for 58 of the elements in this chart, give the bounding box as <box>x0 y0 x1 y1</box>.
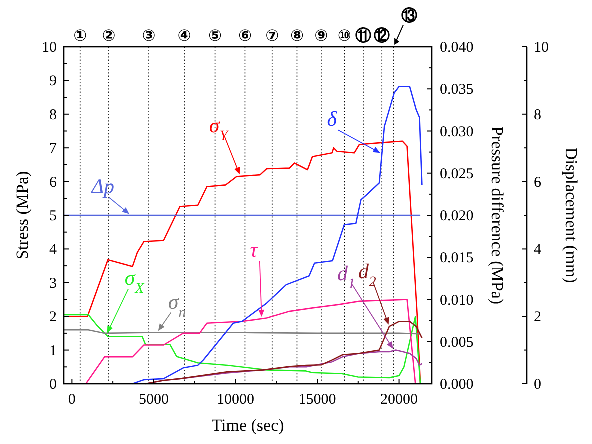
y3-tick-label: 0 <box>534 377 542 393</box>
line-series <box>85 299 416 385</box>
y2-axis-title: Pressure difference (MPa) <box>488 126 507 305</box>
text: δ <box>327 107 338 132</box>
y2-tick-label: 0.010 <box>440 292 474 309</box>
y2-tick-label: 0.025 <box>440 166 474 182</box>
y2-tick-label: 0.020 <box>440 208 474 224</box>
y-tick-label: 8 <box>50 107 57 124</box>
x-tick-label: 20000 <box>380 392 418 408</box>
y3-tick-label: 10 <box>534 40 549 56</box>
ref-line-label: ③ <box>142 26 156 45</box>
ref-line-label: ② <box>102 26 116 45</box>
series-label: d$_{2}$ <box>358 260 378 291</box>
series-label: σ$_{n}$ <box>168 290 186 321</box>
series-label: Δp <box>90 174 114 198</box>
x-tick-label: 5000 <box>138 392 169 408</box>
ref-line-label: ⑦ <box>266 26 280 45</box>
y-tick-label: 7 <box>50 141 58 158</box>
y-tick-label: 6 <box>50 174 58 191</box>
y3-axis-title: Displacement (mm) <box>562 148 581 284</box>
y3-tick-label: 2 <box>534 310 542 326</box>
ref-line-label: ① <box>74 26 88 45</box>
text: τ <box>250 238 260 262</box>
ref-line-label: ④ <box>178 26 192 45</box>
x-tick-label: 10000 <box>216 392 254 408</box>
ref-line-label: ⑨ <box>314 26 328 45</box>
ref-line-label: ⑫ <box>374 26 390 45</box>
text: d$_{1}$ <box>337 262 356 293</box>
y-tick-label: 9 <box>50 74 57 90</box>
y2-tick-label: 0.000 <box>440 377 474 393</box>
y-tick-label: 3 <box>50 276 57 292</box>
ref-line-label: ⑬ <box>402 6 418 25</box>
series-label: σ$_{Y}$ <box>209 113 230 144</box>
y-tick-label: 0 <box>50 377 57 393</box>
ref-line-label: ⑤ <box>208 26 222 45</box>
y3-tick-label: 6 <box>534 174 542 191</box>
x-axis-title: Time (sec) <box>212 416 284 435</box>
x-tick-label: 15000 <box>298 392 336 408</box>
y2-tick-label: 0.035 <box>440 82 474 98</box>
line-series <box>145 321 423 385</box>
y2-tick-label: 0.005 <box>440 334 474 351</box>
y3-tick-label: 4 <box>534 242 542 258</box>
y2-tick-label: 0.015 <box>440 250 474 267</box>
y2-tick-label: 0.030 <box>440 124 474 140</box>
ref-line-label: ⑥ <box>238 26 252 45</box>
y-tick-label: 10 <box>42 40 57 56</box>
y2-tick-label: 0.040 <box>440 40 474 56</box>
y-tick-label: 4 <box>50 242 58 258</box>
series-label: σ$_{X}$ <box>124 266 146 298</box>
y3-tick-label: 8 <box>534 107 542 124</box>
ref-line-label: ⑧ <box>290 26 304 45</box>
y-tick-label: 5 <box>50 208 57 224</box>
ref-line-label: ⑪ <box>355 26 372 45</box>
x-tick-label: 0 <box>68 392 76 408</box>
ref-line-label: ⑩ <box>338 26 352 45</box>
y-tick-label: 1 <box>50 343 57 360</box>
y-axis-title: Stress (MPa) <box>13 171 32 260</box>
y-tick-label: 2 <box>50 310 57 326</box>
